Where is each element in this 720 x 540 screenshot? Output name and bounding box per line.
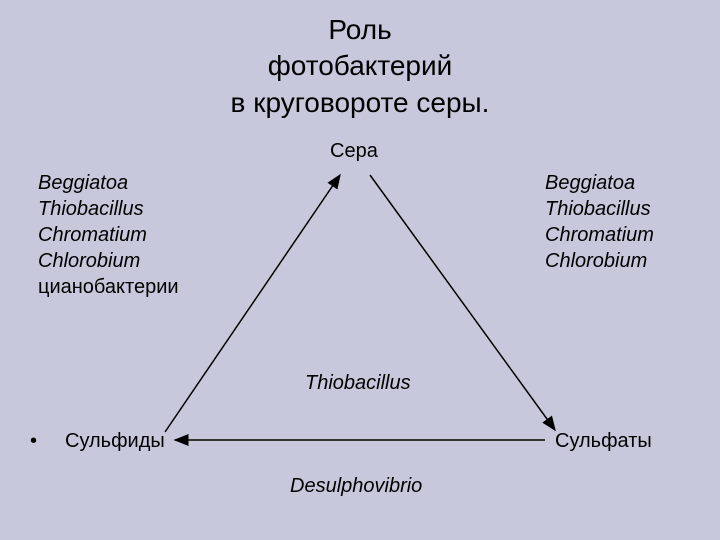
bottom-right-node: Сульфаты bbox=[555, 430, 652, 453]
bottom-left-node: Сульфиды bbox=[65, 430, 165, 453]
left-list-item: Chlorobium bbox=[38, 248, 179, 274]
right-list-item: Chromatium bbox=[545, 222, 654, 248]
right-list-item: Beggiatoa bbox=[545, 170, 654, 196]
right-list-item: Thiobacillus bbox=[545, 196, 654, 222]
right-list-item: Chlorobium bbox=[545, 248, 654, 274]
title-line2: фотобактерий bbox=[268, 50, 453, 81]
left-list-item: цианобактерии bbox=[38, 274, 179, 300]
slide-title: Роль фотобактерий в круговороте серы. bbox=[0, 0, 720, 121]
bullet-icon: • bbox=[30, 430, 37, 453]
left-list-item: Thiobacillus bbox=[38, 196, 179, 222]
left-organism-list: BeggiatoaThiobacillusChromatiumChlorobiu… bbox=[38, 170, 179, 300]
left-list-item: Beggiatoa bbox=[38, 170, 179, 196]
left-list-item: Chromatium bbox=[38, 222, 179, 248]
middle-edge-label: Thiobacillus bbox=[305, 372, 411, 395]
bottom-edge-label: Desulphovibrio bbox=[290, 475, 422, 498]
top-center-label: Сера bbox=[330, 140, 378, 163]
title-line3: в круговороте серы. bbox=[231, 87, 490, 118]
title-line1: Роль bbox=[328, 14, 391, 45]
right-organism-list: BeggiatoaThiobacillusChromatiumChlorobiu… bbox=[545, 170, 654, 274]
